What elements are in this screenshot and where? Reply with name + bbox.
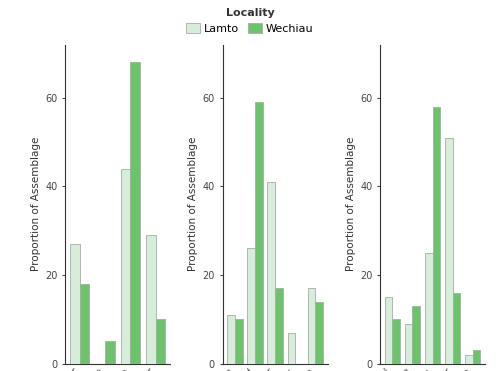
Bar	[432, 106, 440, 364]
Bar	[146, 235, 156, 364]
Bar	[472, 350, 480, 364]
Bar	[105, 341, 115, 364]
Bar	[392, 319, 400, 364]
Bar	[248, 248, 255, 364]
Bar	[156, 319, 166, 364]
Bar	[308, 288, 315, 364]
Bar	[445, 138, 452, 364]
Bar	[228, 315, 235, 364]
Bar	[425, 253, 432, 364]
Bar	[255, 102, 262, 364]
Bar	[385, 297, 392, 364]
Bar	[80, 284, 90, 364]
Bar	[412, 306, 420, 364]
Legend: Lamto, Wechiau: Lamto, Wechiau	[184, 6, 316, 36]
Y-axis label: Proportion of Assemblage: Proportion of Assemblage	[31, 137, 41, 271]
Bar	[452, 293, 460, 364]
Bar	[268, 182, 275, 364]
Bar	[235, 319, 242, 364]
Bar	[130, 62, 140, 364]
Y-axis label: Proportion of Assemblage: Proportion of Assemblage	[346, 137, 356, 271]
Bar	[405, 324, 412, 364]
Bar	[288, 332, 295, 364]
Bar	[70, 244, 80, 364]
Bar	[465, 355, 472, 364]
Bar	[120, 168, 130, 364]
Y-axis label: Proportion of Assemblage: Proportion of Assemblage	[188, 137, 198, 271]
Bar	[275, 288, 282, 364]
Bar	[315, 302, 323, 364]
